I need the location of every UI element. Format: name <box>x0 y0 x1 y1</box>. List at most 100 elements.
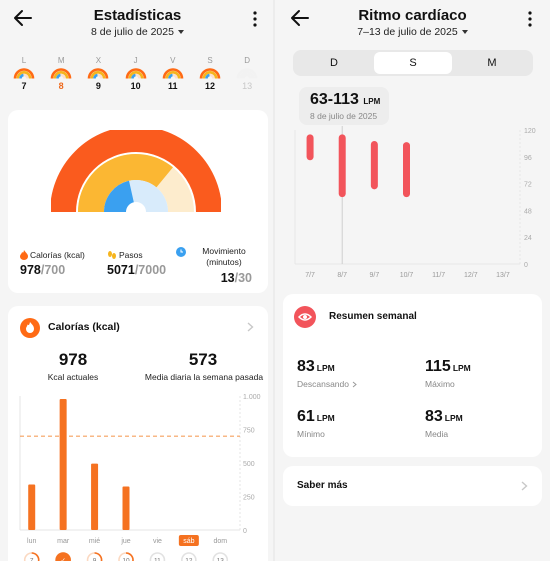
calories-bar[interactable] <box>59 398 67 530</box>
calories-bar[interactable] <box>91 463 99 530</box>
calories-value: 978 <box>20 263 41 277</box>
week-day-11[interactable]: V 11 <box>156 56 190 91</box>
week-day-letter: L <box>21 56 27 65</box>
week-day-letter: J <box>133 56 138 65</box>
day-number-label: 11 <box>154 558 161 561</box>
current-calories-label: Kcal actuales <box>47 372 99 382</box>
chevron-right-icon <box>521 481 528 491</box>
heart-rate-header: Ritmo cardíaco 7–13 de julio de 2025 <box>275 0 550 46</box>
back-arrow-icon[interactable] <box>12 8 34 28</box>
flame-icon <box>20 250 28 260</box>
x-tick-label: lun <box>27 538 36 545</box>
movement-stat: Movimiento (minutos) 13/30 <box>176 246 264 285</box>
week-day-letter: M <box>57 56 65 65</box>
highlight-day-badge <box>178 535 199 546</box>
chevron-right-icon[interactable] <box>247 322 254 332</box>
metric-label: Media <box>425 429 449 439</box>
y-tick-label: 0 <box>524 262 528 269</box>
day-number-label: 7 <box>30 558 34 561</box>
week-day-number: 9 <box>95 81 101 91</box>
x-tick-label: mié <box>89 538 100 545</box>
calories-card[interactable]: Calorías (kcal) 978 Kcal actuales 573 Me… <box>8 306 268 561</box>
day-number-label: 13 <box>217 558 225 561</box>
y-tick-label: 500 <box>243 461 255 468</box>
metric-value: 115 <box>425 358 451 375</box>
back-arrow-icon[interactable] <box>289 8 311 28</box>
steps-ring-progress <box>78 154 173 213</box>
date-range-label: 7–13 de julio de 2025 <box>357 26 458 38</box>
current-calories-value: 978 <box>58 350 88 369</box>
resting-metric[interactable]: 83 LPM Descansando <box>297 358 357 389</box>
day-progress-ring[interactable] <box>212 552 229 561</box>
week-day-12[interactable]: S 12 <box>193 56 227 91</box>
heart-rate-screen: Ritmo cardíaco 7–13 de julio de 2025 D S… <box>275 0 550 561</box>
day-progress-ring[interactable] <box>181 552 197 561</box>
metric-label: Descansando <box>297 379 349 389</box>
steps-stat: Pasos 5071/7000 <box>107 250 166 277</box>
date-selector[interactable]: 8 de julio de 2025 <box>0 26 275 38</box>
tab-month[interactable]: M <box>487 57 497 69</box>
day-progress-arc <box>23 552 40 561</box>
y-tick-label: 1.000 <box>243 394 261 401</box>
mini-rings-icon <box>50 68 72 79</box>
x-tick-label: jue <box>120 538 130 545</box>
y-tick-label: 750 <box>243 428 255 435</box>
date-range-selector[interactable]: 7–13 de julio de 2025 <box>275 26 550 38</box>
week-day-13[interactable]: D 13 <box>230 56 264 91</box>
mini-rings-icon <box>13 68 35 79</box>
weekly-summary-card: Resumen semanal 83 LPM Descansando 115 LPM… <box>283 294 542 457</box>
y-tick-label: 250 <box>243 495 255 502</box>
more-options-icon[interactable] <box>249 10 261 28</box>
tab-week[interactable]: S <box>374 52 452 74</box>
calories-bar[interactable] <box>122 486 130 530</box>
tab-day[interactable]: D <box>330 57 338 69</box>
x-tick-label: 12/7 <box>464 272 478 279</box>
day-progress-arc <box>86 552 103 561</box>
metric-unit: LPM <box>316 413 335 423</box>
weekly-summary-title: Resumen semanal <box>329 311 417 322</box>
movement-value: 13 <box>220 271 235 285</box>
week-day-letter: D <box>244 56 251 65</box>
date-label: 8 de julio de 2025 <box>91 26 174 38</box>
metric-unit: LPM <box>444 413 463 423</box>
day-number-label: 9 <box>93 558 97 561</box>
week-day-letter: S <box>207 56 213 65</box>
learn-more-label: Saber más <box>297 480 348 491</box>
heart-rate-range-chart[interactable]: 120 96 72 48 24 0 7/7 8/7 9/7 10/7 11/7 12/7 13/7 <box>275 80 550 286</box>
footsteps-icon <box>108 251 116 259</box>
calories-ring-progress <box>51 130 221 213</box>
mini-rings-icon <box>125 68 146 79</box>
week-day-number: 8 <box>58 81 64 91</box>
week-day-10[interactable]: J 10 <box>119 56 153 91</box>
activity-rings-card[interactable]: Calorías (kcal) 978/700 Pasos 5071/7000 … <box>8 110 268 293</box>
x-tick-label: mar <box>57 538 70 545</box>
mini-rings-icon <box>199 68 221 79</box>
range-unit: LPM <box>363 97 381 106</box>
week-day-number: 13 <box>242 81 253 91</box>
panel-divider <box>273 0 275 561</box>
statistics-header: Estadísticas 8 de julio de 2025 <box>0 0 275 46</box>
steps-goal: /7000 <box>134 263 167 277</box>
page-title: Estadísticas <box>93 7 182 24</box>
y-tick-label: 96 <box>524 155 532 162</box>
day-progress-ring[interactable] <box>149 552 166 561</box>
movement-goal: /30 <box>234 271 252 285</box>
week-day-letter: V <box>170 56 176 65</box>
week-day-letter: X <box>95 56 102 65</box>
x-tick-label: 8/7 <box>337 272 347 279</box>
y-tick-label: 24 <box>524 235 532 242</box>
y-tick-label: 0 <box>243 528 247 535</box>
more-options-icon[interactable] <box>524 10 536 28</box>
day-progress-arc <box>55 552 71 561</box>
caret-down-icon <box>461 30 468 35</box>
calories-bar[interactable] <box>28 484 36 530</box>
day-number-label: 12 <box>185 558 193 561</box>
learn-more-row[interactable]: Saber más <box>283 466 542 506</box>
x-tick-label: 9/7 <box>369 272 379 279</box>
x-tick-label: dom <box>213 538 227 545</box>
period-tabs: D S M <box>293 50 533 76</box>
x-tick-label: vie <box>153 538 162 545</box>
